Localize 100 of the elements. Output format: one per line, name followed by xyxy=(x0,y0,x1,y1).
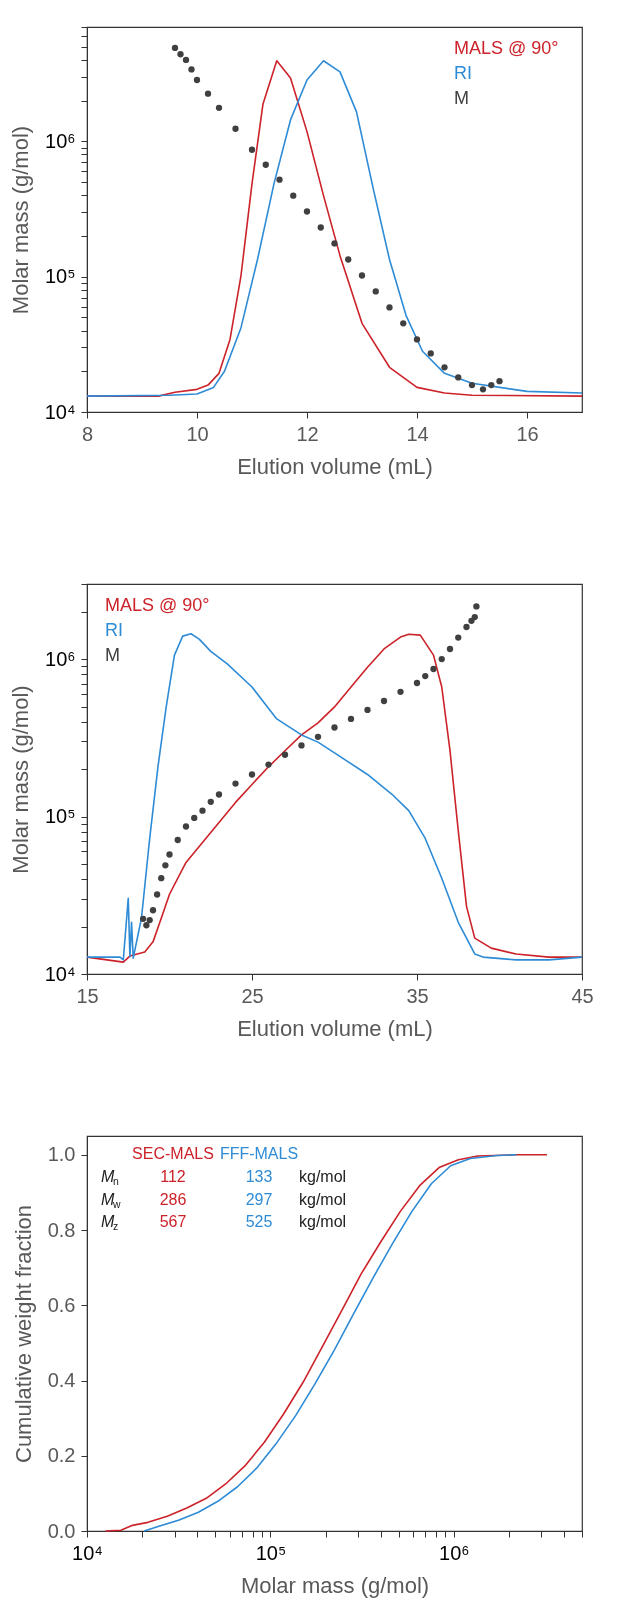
text: RI xyxy=(105,620,123,640)
y-axis-title: Molar mass (g/mol) xyxy=(7,685,33,874)
annotation: 286 xyxy=(159,1190,187,1208)
point xyxy=(479,386,487,393)
point xyxy=(345,256,352,263)
point xyxy=(386,304,393,311)
point xyxy=(455,634,462,641)
x-axis-title: Molar mass (g/mol) xyxy=(240,1572,430,1598)
y-tick-label: 10⁶ xyxy=(45,129,76,152)
annotation: kg/mol xyxy=(299,1190,347,1208)
x-tick-label: 10⁵ xyxy=(255,1541,287,1564)
x-tick-label: 10⁶ xyxy=(439,1541,470,1564)
x-tick-label: 10⁴ xyxy=(72,1541,103,1564)
point xyxy=(372,288,379,295)
y-tick-label: 10⁵ xyxy=(44,265,76,288)
x-tick-label: 25 xyxy=(241,984,264,1007)
text: M xyxy=(454,88,469,108)
point xyxy=(177,51,184,58)
point xyxy=(182,56,190,64)
point xyxy=(488,381,495,389)
x-tick-label: 8 xyxy=(81,422,94,445)
text: MALS @ 90° xyxy=(454,38,559,58)
text: RI xyxy=(454,63,472,83)
point xyxy=(331,240,338,247)
x-tick-label: 35 xyxy=(406,984,429,1007)
text: MALS @ 90° xyxy=(105,595,210,615)
point xyxy=(232,125,239,132)
point xyxy=(153,891,161,898)
annotation: kg/mol xyxy=(299,1213,347,1230)
annotation: kg/mol xyxy=(299,1168,347,1185)
point xyxy=(473,603,480,610)
point xyxy=(191,814,198,822)
point xyxy=(422,672,429,680)
y-tick-label: 0.2 xyxy=(47,1444,76,1467)
point xyxy=(182,823,190,830)
point xyxy=(248,146,256,153)
y-axis-title: Molar mass (g/mol) xyxy=(7,125,33,315)
text: SEC-MALS xyxy=(132,1145,214,1162)
line-series xyxy=(86,59,583,397)
point xyxy=(441,364,448,371)
annotation: 133 xyxy=(245,1168,273,1185)
point xyxy=(400,320,407,327)
y-tick-label: 10⁴ xyxy=(44,400,76,423)
x-tick-label: 10 xyxy=(186,422,209,445)
y-tick-label: 0.0 xyxy=(47,1519,76,1542)
annotation: 567 xyxy=(159,1213,187,1230)
point xyxy=(331,724,338,731)
text: FFF-MALS xyxy=(219,1145,299,1162)
point xyxy=(143,922,150,929)
point xyxy=(397,688,404,695)
point xyxy=(162,862,169,869)
point xyxy=(281,751,289,758)
point xyxy=(188,66,195,73)
y-tick-label: 10⁴ xyxy=(44,962,76,985)
point xyxy=(364,706,371,714)
annotation: 297 xyxy=(245,1190,273,1208)
annotation: 112 xyxy=(160,1168,186,1185)
point xyxy=(174,836,181,844)
point xyxy=(215,104,223,111)
text: M xyxy=(105,645,120,665)
point xyxy=(430,665,437,673)
point xyxy=(496,378,503,385)
point xyxy=(199,807,206,814)
point xyxy=(463,623,470,631)
x-tick-label: 45 xyxy=(571,984,594,1007)
point xyxy=(358,272,366,279)
point xyxy=(276,176,283,183)
point xyxy=(215,791,223,798)
point xyxy=(232,780,239,787)
point xyxy=(446,645,454,653)
x-tick-label: 15 xyxy=(76,984,99,1007)
y-tick-label: 0.8 xyxy=(47,1218,76,1241)
point xyxy=(166,851,173,858)
point xyxy=(471,613,478,621)
point xyxy=(380,697,388,705)
point xyxy=(171,44,179,52)
annotation: 525 xyxy=(245,1213,273,1230)
point xyxy=(262,161,269,168)
point xyxy=(139,915,147,923)
y-tick-label: 0.4 xyxy=(47,1369,76,1392)
point xyxy=(204,90,212,97)
point xyxy=(158,875,165,882)
point xyxy=(438,655,445,663)
point xyxy=(303,208,311,215)
point xyxy=(413,336,421,343)
point xyxy=(207,798,214,806)
point xyxy=(455,374,462,381)
point xyxy=(265,761,272,768)
point xyxy=(413,679,421,687)
point xyxy=(427,350,434,357)
y-tick-label: 10⁶ xyxy=(45,647,76,670)
x-axis-title: Elution volume (mL) xyxy=(237,1015,433,1041)
point xyxy=(149,907,157,914)
point xyxy=(347,715,355,723)
y-tick-label: 0.6 xyxy=(47,1293,76,1316)
point xyxy=(468,381,476,389)
point xyxy=(146,916,153,924)
x-tick-label: 14 xyxy=(406,422,429,445)
x-axis-title: Elution volume (mL) xyxy=(237,453,433,479)
point xyxy=(298,742,305,749)
